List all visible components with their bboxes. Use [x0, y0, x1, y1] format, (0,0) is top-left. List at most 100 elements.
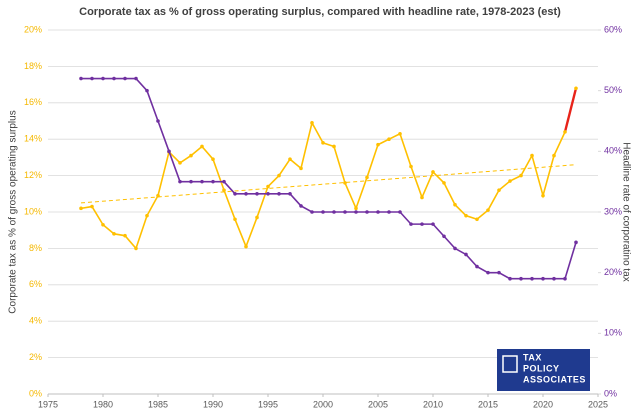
y-tick-label: 6% [29, 279, 42, 289]
point [464, 213, 468, 218]
point [431, 222, 435, 226]
point [167, 149, 171, 154]
point [233, 192, 237, 196]
y-tick-label: 18% [24, 61, 42, 71]
point [79, 76, 83, 81]
point [354, 206, 358, 211]
point [442, 234, 446, 239]
point [222, 188, 226, 192]
point [343, 181, 347, 185]
point [178, 179, 182, 184]
point [508, 276, 512, 281]
point [79, 206, 83, 211]
point [90, 76, 94, 81]
point [321, 210, 325, 214]
point [376, 210, 380, 214]
y2-tick-label: 20% [604, 267, 622, 277]
point [453, 246, 457, 251]
point [442, 181, 446, 185]
point [563, 130, 567, 134]
point [255, 215, 259, 220]
x-tick-label: 1980 [93, 399, 113, 409]
point [145, 213, 149, 218]
x-tick-label: 2020 [533, 399, 553, 409]
point [420, 195, 424, 200]
point [475, 217, 479, 222]
point [134, 246, 138, 251]
point [365, 175, 369, 180]
point [508, 179, 512, 183]
point [299, 166, 303, 171]
logo-text: TAX [523, 352, 542, 362]
point [541, 193, 545, 198]
point [343, 210, 347, 214]
point [90, 204, 94, 209]
y2-tick-label: 60% [604, 24, 622, 34]
point [409, 164, 413, 169]
y-tick-label: 12% [24, 170, 42, 180]
point [486, 270, 490, 275]
x-tick-label: 2005 [368, 399, 388, 409]
point [156, 119, 160, 123]
x-tick-label: 1990 [203, 399, 223, 409]
point [552, 153, 556, 158]
point [409, 222, 413, 226]
point [431, 170, 435, 174]
point [420, 222, 424, 226]
x-tick-label: 2000 [313, 399, 333, 409]
y2-tick-label: 30% [604, 206, 622, 216]
y2-tick-label: 40% [604, 146, 622, 156]
point [244, 244, 248, 249]
point [398, 131, 402, 136]
y-tick-label: 14% [24, 134, 42, 144]
point [156, 193, 160, 198]
y-axis-title: Corporate tax as % of gross operating su… [8, 110, 19, 313]
y2-tick-label: 50% [604, 85, 622, 95]
point [200, 144, 204, 149]
point [288, 192, 292, 196]
y-tick-label: 16% [24, 97, 42, 107]
y-tick-label: 8% [29, 243, 42, 253]
point [387, 137, 391, 141]
point [398, 210, 402, 214]
logo-text: ASSOCIATES [523, 374, 586, 384]
y2-axis-title: Headline rate of corporatino tax [620, 142, 631, 282]
y-tick-label: 4% [29, 316, 42, 326]
point [365, 210, 369, 214]
point [266, 192, 270, 196]
point [222, 179, 226, 184]
point [189, 153, 193, 158]
point [530, 276, 534, 281]
point [266, 184, 270, 189]
logo-icon [502, 355, 518, 373]
point [101, 76, 105, 81]
point [233, 217, 237, 222]
point [541, 276, 545, 281]
y2-tick-label: 10% [604, 328, 622, 338]
x-tick-label: 1995 [258, 399, 278, 409]
point [310, 121, 314, 125]
point [497, 270, 501, 275]
series-line [81, 77, 577, 280]
x-tick-label: 2025 [588, 399, 608, 409]
point [189, 179, 193, 184]
point [486, 208, 490, 212]
point [552, 276, 556, 281]
point [475, 264, 479, 269]
point [200, 179, 204, 184]
chart-title: Corporate tax as % of gross operating su… [79, 6, 561, 18]
point [574, 240, 578, 245]
point [530, 153, 534, 158]
point [211, 179, 215, 184]
y-tick-label: 20% [24, 24, 42, 34]
point [255, 192, 259, 196]
trendline [80, 164, 577, 204]
y2-tick-label: 0% [604, 388, 617, 398]
point [310, 210, 314, 214]
point [519, 173, 523, 178]
point [211, 157, 215, 162]
point [178, 161, 182, 165]
point [519, 276, 523, 281]
